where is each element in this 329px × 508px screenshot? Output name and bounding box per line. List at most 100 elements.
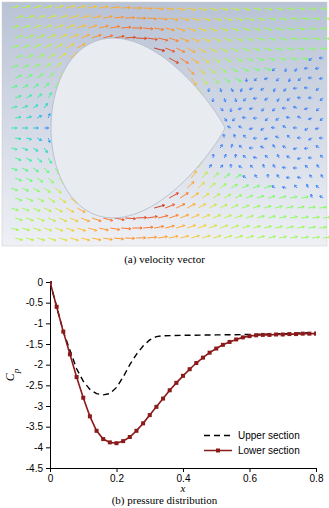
velocity-arrow <box>242 185 248 188</box>
velocity-arrow <box>243 176 246 178</box>
velocity-arrow <box>257 215 264 218</box>
marker <box>307 332 311 336</box>
tick-label: -2.5 <box>26 380 44 391</box>
velocity-arrow <box>245 78 248 82</box>
tick-mark <box>46 282 50 283</box>
velocity-arrow <box>77 5 85 8</box>
velocity-arrow <box>231 225 238 228</box>
velocity-arrow <box>202 214 210 218</box>
marker <box>134 429 138 433</box>
velocity-arrow <box>44 228 51 231</box>
velocity-arrow <box>264 48 271 51</box>
velocity-arrow <box>287 98 290 101</box>
tick-label: 0.6 <box>243 473 257 484</box>
velocity-arrow <box>88 5 97 8</box>
velocity-arrow <box>231 48 238 51</box>
velocity-arrow <box>26 218 33 221</box>
velocity-arrow <box>48 73 53 78</box>
velocity-arrow <box>158 18 167 21</box>
velocity-arrow <box>239 126 243 128</box>
velocity-arrow <box>22 85 28 88</box>
velocity-arrow <box>59 218 67 222</box>
velocity-arrow <box>33 168 38 172</box>
velocity-arrow <box>306 184 308 188</box>
velocity-arrow <box>99 25 108 28</box>
velocity-arrow <box>220 108 223 111</box>
velocity-arrow <box>15 137 21 140</box>
velocity-arrow <box>319 7 326 10</box>
velocity-arrow <box>273 165 275 168</box>
velocity-arrow <box>242 48 249 51</box>
velocity-arrow <box>154 7 163 10</box>
velocity-arrow <box>301 58 308 61</box>
velocity-arrow <box>285 68 288 72</box>
velocity-arrow <box>273 108 276 111</box>
velocity-arrow <box>125 16 134 19</box>
velocity-arrow <box>275 206 282 209</box>
velocity-arrow <box>180 214 188 218</box>
tick-mark <box>46 406 50 407</box>
velocity-arrow <box>231 28 238 31</box>
velocity-arrow <box>257 235 264 238</box>
velocity-arrow <box>253 97 257 100</box>
velocity-arrow <box>187 68 194 74</box>
velocity-arrow <box>213 214 220 218</box>
velocity-arrow <box>22 25 29 28</box>
velocity-arrow <box>286 8 293 11</box>
velocity-arrow <box>230 108 233 112</box>
velocity-arrow <box>176 204 185 208</box>
velocity-arrow <box>11 85 17 88</box>
velocity-arrow <box>264 225 271 228</box>
velocity-arrow <box>44 127 48 130</box>
velocity-arrow <box>282 186 286 189</box>
velocity-arrow <box>301 236 308 239</box>
velocity-arrow <box>11 106 17 108</box>
velocity-arrow <box>308 77 312 80</box>
velocity-arrow <box>15 95 21 98</box>
velocity-arrow <box>44 5 52 8</box>
image-background <box>2 2 327 246</box>
marker <box>261 333 265 337</box>
tick-label: 0.2 <box>110 473 124 484</box>
velocity-arrow <box>297 97 301 100</box>
tick-mark <box>250 468 251 472</box>
velocity-arrow <box>286 116 290 119</box>
velocity-arrow <box>264 68 271 71</box>
velocity-arrow <box>99 228 108 231</box>
velocity-arrow <box>125 237 134 240</box>
velocity-arrow <box>70 238 78 241</box>
velocity-arrow <box>209 183 215 188</box>
figure: (a) velocity vector00.20.40.60.80-0.5-1-… <box>0 0 329 508</box>
velocity-arrow <box>323 216 329 219</box>
velocity-arrow <box>286 176 290 179</box>
velocity-arrow <box>33 84 38 88</box>
velocity-arrow <box>235 195 242 198</box>
velocity-arrow <box>114 238 123 241</box>
velocity-arrow <box>315 127 319 130</box>
velocity-arrow <box>22 5 29 8</box>
series-line <box>50 282 316 395</box>
velocity-arrow <box>287 135 290 138</box>
velocity-arrow <box>268 58 275 61</box>
velocity-arrow <box>44 188 50 192</box>
velocity-arrow <box>48 198 55 202</box>
plot-area <box>50 281 316 445</box>
velocity-arrow <box>290 236 297 239</box>
velocity-arrow <box>55 25 63 28</box>
velocity-arrow <box>320 98 323 100</box>
velocity-arrow <box>246 58 253 61</box>
velocity-arrow <box>202 193 209 198</box>
velocity-arrow <box>297 176 301 179</box>
velocity-arrow <box>319 226 326 229</box>
velocity-arrow <box>319 47 326 50</box>
velocity-arrow <box>59 53 66 58</box>
velocity-arrow <box>66 25 74 28</box>
velocity-arrow <box>33 64 39 68</box>
velocity-arrow <box>262 108 265 111</box>
velocity-arrow <box>143 7 152 10</box>
velocity-arrow <box>304 107 308 109</box>
velocity-arrow <box>11 148 17 150</box>
marker <box>141 421 145 425</box>
marker <box>68 352 72 356</box>
velocity-arrow <box>224 235 232 238</box>
